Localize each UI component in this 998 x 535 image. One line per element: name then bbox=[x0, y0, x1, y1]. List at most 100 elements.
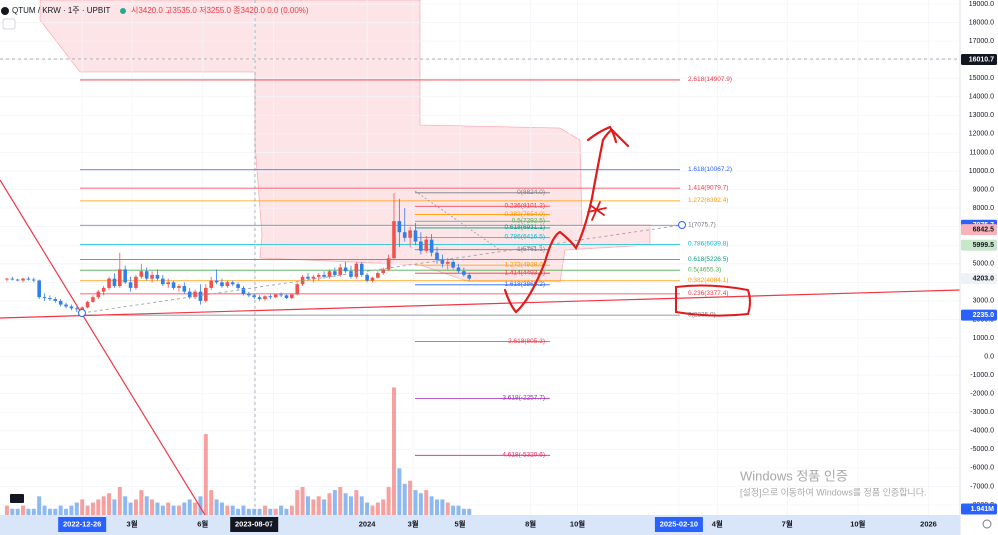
projection-line bbox=[414, 190, 501, 251]
symbol-icon bbox=[1, 7, 9, 15]
candle-body bbox=[429, 239, 434, 253]
volume-bar bbox=[123, 496, 128, 515]
candle-body bbox=[177, 286, 181, 288]
candle-body bbox=[354, 263, 359, 277]
candle-body bbox=[408, 230, 412, 238]
candle-body bbox=[123, 269, 127, 283]
x-tick-highlight bbox=[230, 517, 279, 532]
volume-bar bbox=[225, 505, 230, 515]
volume-bar bbox=[150, 499, 155, 515]
volume-bar bbox=[332, 490, 337, 515]
candle-body bbox=[381, 269, 386, 274]
candle-body bbox=[85, 301, 90, 308]
volume-bar bbox=[214, 499, 219, 515]
fib-label: 0.382(7654.0) bbox=[505, 211, 545, 218]
volume-bar bbox=[273, 508, 278, 515]
price-tag-label: 2235.0 bbox=[973, 312, 995, 319]
x-tick-highlight bbox=[654, 517, 703, 532]
volume-bar bbox=[305, 496, 310, 515]
fib-label: 3.618(-2257.7) bbox=[502, 395, 545, 402]
candle-body bbox=[322, 274, 326, 277]
volume-bar bbox=[467, 508, 472, 515]
volume-bar bbox=[343, 493, 348, 515]
y-tick-label: 10000.0 bbox=[969, 168, 994, 175]
candle-body bbox=[53, 299, 58, 301]
candle-body bbox=[144, 271, 149, 279]
candle-body bbox=[273, 294, 278, 298]
volume-bar bbox=[408, 480, 413, 515]
candle-body bbox=[359, 263, 364, 275]
volume-bar bbox=[236, 508, 241, 515]
volume-bar bbox=[311, 499, 316, 515]
candle-body bbox=[64, 304, 68, 307]
fib-label: 0.618(5226.5) bbox=[688, 256, 728, 263]
candle-body bbox=[58, 300, 63, 305]
x-tick-label: 8월 bbox=[525, 518, 536, 528]
y-tick-label: -2000.0 bbox=[970, 391, 994, 398]
volume-bar bbox=[424, 490, 429, 515]
volume-bar bbox=[176, 505, 181, 515]
y-tick-label: -7000.0 bbox=[970, 483, 994, 490]
y-tick-label: 13000.0 bbox=[969, 112, 994, 119]
volume-bar bbox=[219, 502, 224, 515]
volume-bar bbox=[348, 496, 353, 515]
volume-bar bbox=[316, 496, 321, 515]
price-tag bbox=[961, 224, 997, 236]
candle-body bbox=[80, 307, 84, 310]
price-axis bbox=[960, 0, 998, 535]
x-tick-label: 5월 bbox=[454, 518, 465, 528]
fib-label: 1.272(4928.0) bbox=[505, 261, 545, 268]
candle-body bbox=[42, 297, 47, 299]
candle-body bbox=[279, 294, 283, 296]
fib-label: 0.5(4655.3) bbox=[688, 266, 721, 273]
candle-body bbox=[247, 293, 251, 296]
volume-bar bbox=[166, 502, 171, 515]
tv-logo bbox=[10, 494, 24, 503]
candle-body bbox=[456, 267, 461, 272]
candle-body bbox=[392, 221, 396, 259]
candle-body bbox=[236, 284, 240, 288]
drawings bbox=[0, 0, 961, 516]
candle-body bbox=[413, 230, 418, 242]
x-tick-label: 4월 bbox=[712, 518, 723, 528]
candle-body bbox=[107, 278, 111, 288]
candle-body bbox=[209, 280, 213, 288]
x-tick-label: 6월 bbox=[197, 518, 208, 528]
candle-body bbox=[402, 232, 407, 238]
volume-bar bbox=[461, 508, 466, 515]
y-tick-label: 19000.0 bbox=[969, 1, 994, 8]
candle-body bbox=[91, 297, 95, 302]
volume-bar bbox=[107, 493, 112, 515]
candle-body bbox=[26, 278, 31, 280]
candle-body bbox=[445, 261, 450, 264]
candle-body bbox=[252, 295, 257, 298]
hand-drawing bbox=[503, 128, 630, 314]
volume-bar bbox=[397, 468, 402, 515]
candle-body bbox=[370, 277, 375, 281]
volume-bar bbox=[21, 505, 26, 515]
fib-label: 0.618(6931.1) bbox=[505, 224, 545, 231]
volume-bar bbox=[445, 502, 450, 515]
y-tick-label: 1000.0 bbox=[973, 335, 995, 342]
x-tick-label: 2025-02-10 bbox=[660, 519, 698, 528]
candle-body bbox=[150, 274, 154, 279]
volume-bar bbox=[241, 505, 246, 515]
volume-bar bbox=[327, 493, 332, 515]
x-tick-label: 10월 bbox=[850, 518, 865, 528]
x-tick-label: 9 bbox=[271, 519, 275, 528]
candle-body bbox=[397, 221, 402, 233]
candle-body bbox=[349, 271, 353, 277]
volume-bar bbox=[90, 502, 95, 515]
volume-bar bbox=[246, 508, 251, 515]
volume-bar bbox=[187, 499, 192, 515]
volume-bar bbox=[359, 496, 364, 515]
candle-body bbox=[10, 278, 15, 280]
y-tick-label: -3000.0 bbox=[970, 409, 994, 416]
trend-line bbox=[0, 289, 961, 319]
volume-bar bbox=[300, 487, 305, 515]
fib-label: 0.5(7292.5) bbox=[512, 217, 545, 224]
volume-bar bbox=[96, 499, 101, 515]
volume-bar bbox=[58, 505, 63, 515]
collapse-button[interactable] bbox=[2, 18, 16, 30]
